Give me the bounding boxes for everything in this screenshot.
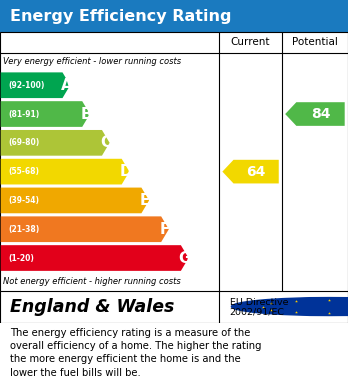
Text: B: B [80,106,92,122]
Polygon shape [222,160,279,183]
Text: (21-38): (21-38) [9,225,40,234]
Text: E: E [140,193,150,208]
Text: Energy Efficiency Rating: Energy Efficiency Rating [10,9,232,23]
Text: (69-80): (69-80) [9,138,40,147]
Text: (1-20): (1-20) [9,253,34,262]
Text: Current: Current [231,38,270,47]
Circle shape [231,298,348,316]
Polygon shape [1,72,70,98]
Text: (81-91): (81-91) [9,109,40,118]
Polygon shape [1,245,189,271]
Text: D: D [119,164,132,179]
Text: EU Directive: EU Directive [230,298,288,307]
Text: G: G [179,251,191,265]
Text: 2002/91/EC: 2002/91/EC [230,308,285,317]
Text: 84: 84 [311,107,330,121]
Polygon shape [1,216,169,242]
Text: The energy efficiency rating is a measure of the
overall efficiency of a home. T: The energy efficiency rating is a measur… [10,328,262,378]
Text: A: A [61,78,72,93]
Text: 64: 64 [246,165,266,179]
Polygon shape [285,102,345,126]
Text: Not energy efficient - higher running costs: Not energy efficient - higher running co… [3,277,181,286]
Text: C: C [100,135,111,150]
Polygon shape [1,188,149,213]
Text: Very energy efficient - lower running costs: Very energy efficient - lower running co… [3,57,182,66]
Text: (39-54): (39-54) [9,196,40,205]
Text: (92-100): (92-100) [9,81,45,90]
Polygon shape [1,159,129,185]
Polygon shape [1,101,90,127]
Text: (55-68): (55-68) [9,167,40,176]
Text: England & Wales: England & Wales [10,298,175,316]
Polygon shape [1,130,110,156]
Text: F: F [160,222,170,237]
Text: Potential: Potential [292,38,338,47]
